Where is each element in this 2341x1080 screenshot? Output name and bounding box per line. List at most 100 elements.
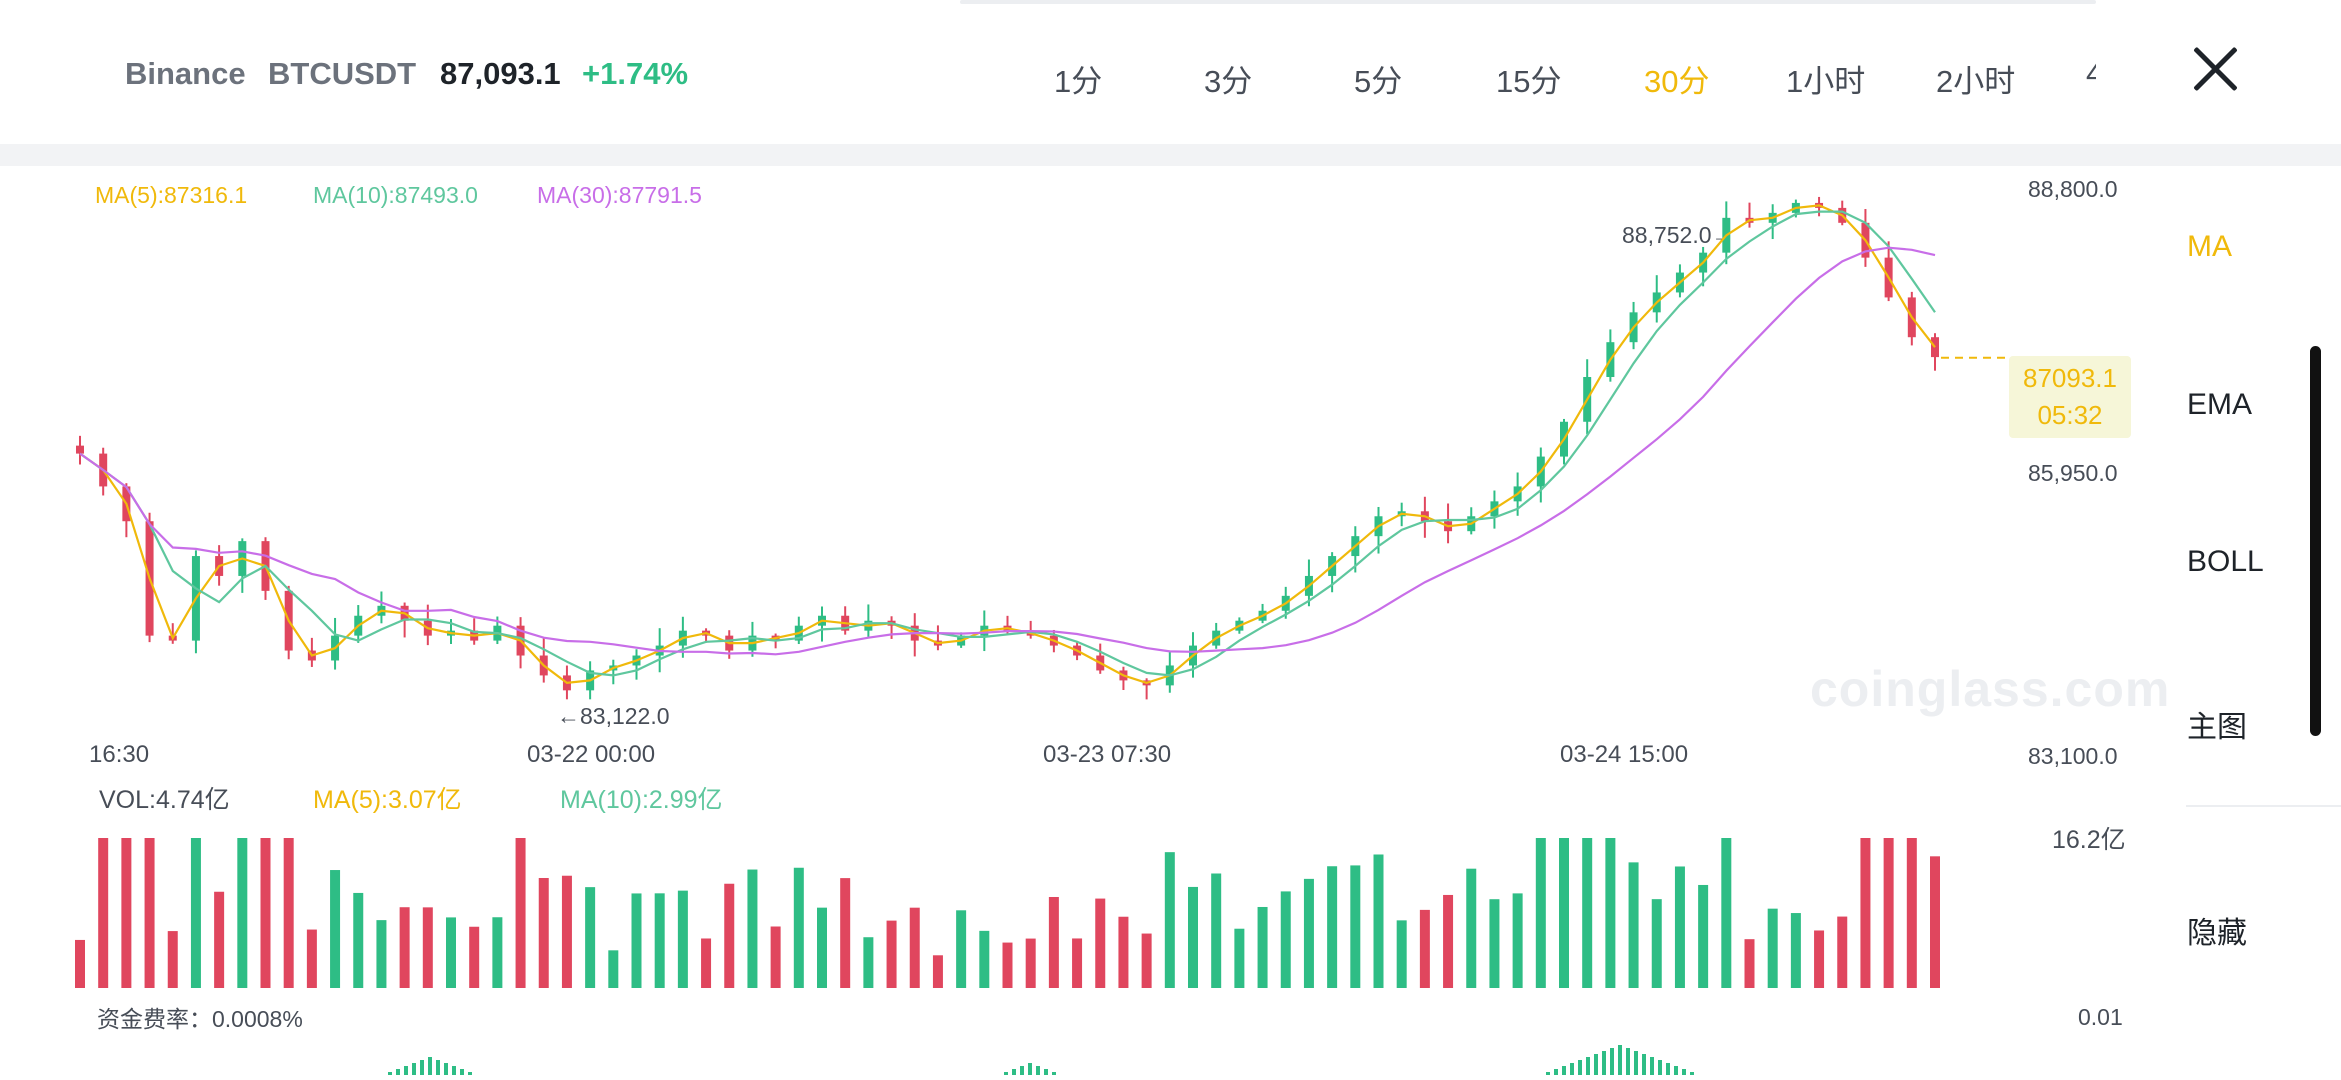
funding-bar [1546, 1072, 1550, 1075]
volume-bar [98, 838, 109, 988]
volume-bar [214, 891, 225, 988]
current-price-value: 87093.1 [2023, 363, 2117, 393]
funding-bar [1036, 1066, 1040, 1075]
funding-bar [1650, 1057, 1654, 1075]
volume-bar [1373, 854, 1384, 988]
volume-bar [330, 870, 341, 988]
volume-bar [1188, 886, 1198, 988]
volume-bar [1280, 891, 1291, 988]
menu-item-ema[interactable]: EMA [2187, 388, 2253, 421]
current-price-tag: 87093.1 05:32 [2009, 356, 2131, 438]
menu-item-boll[interactable]: BOLL [2187, 545, 2264, 578]
tab-3m[interactable]: 3分 [1204, 64, 1253, 99]
ma30-line [79, 246, 1936, 656]
tab-2h[interactable]: 2小时 [1936, 64, 2016, 99]
menu-item-ma[interactable]: MA [2187, 230, 2232, 263]
funding-bar [1682, 1069, 1686, 1075]
volume-bar [1327, 866, 1338, 988]
funding-bar [1626, 1048, 1630, 1075]
volume-bar [1814, 930, 1825, 988]
volume-bar [1837, 916, 1848, 988]
funding-bar [1578, 1060, 1582, 1075]
volume-bar [585, 887, 596, 988]
funding-bar [1666, 1063, 1670, 1075]
funding-bar [1642, 1054, 1646, 1075]
volume-bar [167, 931, 178, 988]
top-bar: Binance BTCUSDT 87,093.1 +1.74% 1分 3分 5分… [0, 0, 2341, 144]
tab-30m[interactable]: 30分 [1644, 64, 1710, 99]
volume-bar [724, 883, 735, 988]
volume-bar [1790, 913, 1801, 988]
volume-bar [1095, 898, 1106, 988]
volume-bar [538, 877, 549, 988]
interval-scrollbar[interactable] [960, 0, 2096, 4]
funding-bar [412, 1063, 416, 1075]
tab-1h[interactable]: 1小时 [1786, 64, 1866, 99]
volume-bar [469, 926, 480, 988]
ma10-legend: MA(10):87493.0 [313, 182, 478, 208]
volume-bar [654, 893, 665, 988]
low-marker: ←83,122.0 [557, 703, 670, 729]
funding-bar [396, 1069, 400, 1075]
volume-bar [677, 890, 688, 988]
volume-ma5-legend: MA(5):3.07亿 [313, 786, 462, 814]
volume-bar [1721, 838, 1732, 988]
volume-bar [121, 838, 132, 988]
time-axis-label: 03-24 15:00 [1560, 741, 1689, 768]
tab-15m[interactable]: 15分 [1496, 64, 1562, 99]
tab-1m[interactable]: 1分 [1054, 64, 1103, 99]
volume-axis-max: 16.2亿 [2052, 826, 2126, 854]
volume-bar [840, 878, 851, 988]
funding-bar [1674, 1066, 1678, 1075]
exchange-name: Binance [125, 56, 246, 91]
volume-bar [1651, 899, 1662, 988]
menu-item-hide[interactable]: 隐藏 [2187, 917, 2247, 950]
volume-bar [144, 838, 155, 988]
tab-4h[interactable]: 4 [2086, 56, 2096, 91]
funding-axis-label: 0.01 [2078, 1004, 2123, 1030]
time-axis-label: 03-22 00:00 [527, 741, 656, 768]
price-axis-top: 88,800.0 [2028, 176, 2118, 202]
volume-bar [1698, 884, 1709, 988]
volume-bar [1350, 865, 1361, 988]
volume-bar [1443, 894, 1454, 988]
funding-bar [1594, 1054, 1598, 1075]
volume-bar [701, 938, 712, 988]
tab-5m[interactable]: 5分 [1354, 64, 1403, 99]
funding-bar [1610, 1048, 1614, 1075]
volume-bar [260, 838, 271, 988]
high-marker: 88,752.0→ [1622, 222, 1735, 248]
volume-bar [306, 929, 317, 988]
volume-bar [793, 867, 804, 988]
funding-bar [444, 1063, 448, 1075]
volume-bar [1002, 942, 1013, 988]
funding-bar [1562, 1066, 1566, 1075]
menu-item-main-chart[interactable]: 主图 [2187, 711, 2247, 744]
funding-bar [1020, 1066, 1024, 1075]
volume-bar [446, 917, 456, 988]
ma5-line [79, 204, 1936, 685]
funding-bar [1618, 1045, 1622, 1075]
funding-bar [420, 1060, 424, 1075]
volume-bar [1466, 868, 1477, 988]
menu-divider [2186, 805, 2341, 807]
volume-bar [399, 907, 410, 988]
volume-bar [190, 838, 201, 988]
menu-scrollbar[interactable] [2310, 346, 2321, 736]
funding-bar [428, 1057, 432, 1075]
volume-bar [1072, 938, 1083, 988]
funding-bar [1634, 1051, 1638, 1075]
volume-bar [1744, 939, 1755, 988]
volume-bar [956, 910, 967, 988]
volume-bar [1211, 873, 1222, 988]
funding-bar [1044, 1069, 1048, 1075]
funding-bar [1570, 1063, 1574, 1075]
volume-bar [1906, 838, 1917, 988]
funding-bar [436, 1060, 440, 1075]
volume-bar [817, 907, 827, 988]
volume-bar [561, 875, 572, 988]
volume-bar [1512, 893, 1523, 988]
volume-bar [608, 950, 619, 988]
volume-bar [1419, 909, 1430, 988]
